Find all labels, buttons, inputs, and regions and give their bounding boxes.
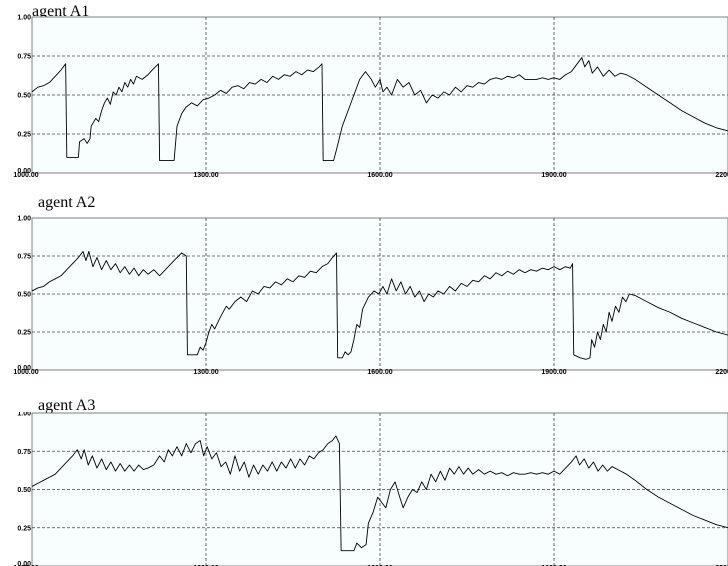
y-tick-label: 0.25 [17, 132, 31, 139]
y-tick-label: 0.75 [17, 54, 31, 61]
x-tick-label: 1600.00 [367, 369, 392, 376]
x-tick-label: 1300.00 [193, 172, 218, 179]
x-tick-label: 1300.00 [193, 369, 218, 376]
y-tick-label: 0.75 [17, 449, 31, 456]
series-line [31, 57, 728, 161]
chart-plot: 0.00 0.25 0.50 0.75 1.00 1000.00 1300.00 1600.0… [13, 216, 728, 376]
series-line [31, 435, 728, 552]
y-tick-label: 0.75 [17, 254, 31, 261]
x-tick-label: 2200.00 [715, 172, 728, 179]
y-tick-label: 0.00 [17, 168, 31, 175]
y-tick-label: 0.50 [17, 292, 31, 299]
chart-title: agent A1 [32, 3, 90, 20]
x-tick-label: 2200.00 [715, 369, 728, 376]
y-tick-label: 0.25 [17, 330, 31, 337]
y-tick-label: 0.25 [17, 525, 31, 532]
chart-title: agent A2 [38, 194, 96, 211]
chart-panel-a3: agent A3 0.000.250.500.751.001000.001300… [0, 392, 728, 566]
chart-title: agent A3 [38, 397, 96, 414]
chart-panel-a2: agent A2 0.00 0.25 0.50 0.75 1.00 1000.00 1300… [0, 190, 728, 376]
y-tick-label: 1.00 [17, 412, 31, 418]
y-tick-label: 0.50 [17, 487, 31, 494]
y-tick-label: 0.50 [17, 93, 31, 100]
x-tick-label: 1000.00 [13, 172, 38, 179]
y-tick-label: 1.00 [17, 15, 31, 22]
chart-plot: 0.000.250.500.751.001000.001300.001600.0… [13, 412, 728, 566]
x-tick-label: 1900.00 [541, 369, 566, 376]
x-tick-label: 1900.00 [541, 172, 566, 179]
x-tick-label: 1000.00 [13, 369, 38, 376]
chart-plot: 0.00 0.25 0.50 0.75 1.00 1000.00 1300.00 1600.0… [13, 15, 728, 179]
y-tick-label: 0.00 [17, 561, 31, 566]
y-tick-label: 0.00 [17, 365, 31, 372]
y-tick-label: 1.00 [17, 216, 31, 223]
x-tick-label: 1600.00 [367, 172, 392, 179]
series-line [31, 250, 728, 360]
chart-panel-a1: agent A1 0.00 0.25 0.50 0.75 1.00 1000.00 1300… [0, 0, 728, 190]
